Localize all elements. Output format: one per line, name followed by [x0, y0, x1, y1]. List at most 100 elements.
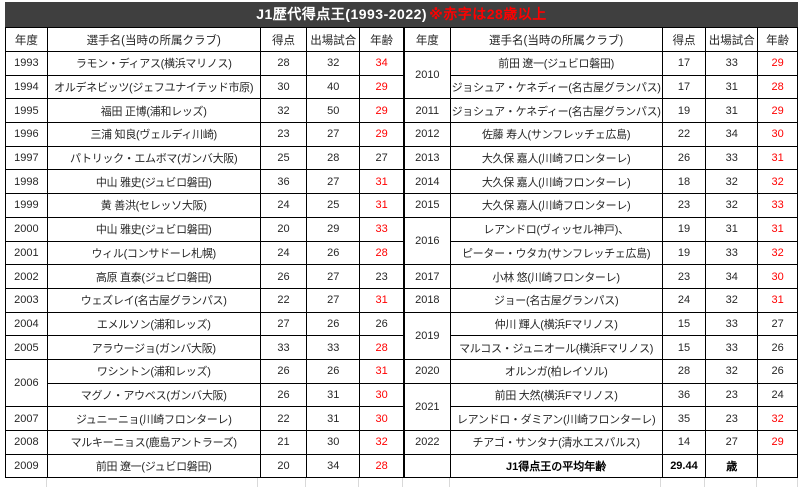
player-cell: アラウージョ(ガンバ大阪) [46, 335, 261, 360]
matches-cell: 33 [705, 311, 759, 337]
goals-cell: 23 [661, 264, 707, 289]
table-row: 2005 アラウージョ(ガンバ大阪) 33 33 28 [5, 335, 404, 360]
matches-cell: 26 [306, 358, 361, 384]
year-cell: 1997 [5, 145, 48, 171]
table-row: 2019 仲川 輝人(横浜Fマリノス) 15 33 27 [404, 311, 798, 360]
goals-cell: 19 [661, 98, 707, 124]
player-cell: 大久保 嘉人(川崎フロンターレ) [449, 193, 663, 218]
table-row: 1997 パトリック・エムボマ(ガンバ大阪) 25 28 27 [5, 145, 404, 171]
age-cell: 30 [757, 264, 798, 289]
year-cell: 2001 [5, 240, 48, 266]
player-cell: 大久保 嘉人(川崎フロンターレ) [449, 169, 663, 195]
col-matches: 出場試合 [705, 27, 759, 52]
matches-cell: 27 [306, 264, 361, 289]
player-cell: 福田 正博(浦和レッズ) [46, 98, 261, 124]
player-cell: マルキーニョス(鹿島アントラーズ) [46, 430, 261, 455]
right-table-2010-2022: 年度 選手名(当時の所属クラブ) 得点 出場試合 年齢 2010 前田 遼一(ジュビロ磐田… [404, 27, 798, 479]
matches-cell: 31 [306, 382, 361, 408]
spreadsheet-gridline-stubs [5, 478, 798, 488]
player-cell: 前田 遼一(ジュビロ磐田) [449, 51, 663, 76]
player-cell: マルコス・ジュニオール(横浜Fマリノス) [449, 335, 663, 360]
year-cell: 2009 [5, 453, 48, 479]
age-cell: 31 [359, 169, 404, 195]
year-cell: 2013 [404, 145, 451, 171]
col-age: 年齢 [359, 27, 404, 52]
scorer-table-sheet: J1歴代得点王(1993-2022) ※赤字は28歳以上 年度 選手名(当時の所属ク… [5, 2, 798, 488]
page-title: J1歴代得点王(1993-2022) [256, 6, 428, 22]
average-age-row: J1得点王の平均年齢 29.44 歳 [404, 453, 798, 479]
age-cell: 31 [359, 358, 404, 384]
matches-cell: 32 [705, 287, 759, 313]
col-player: 選手名(当時の所属クラブ) [449, 27, 663, 52]
player-cell: ワシントン(浦和レッズ) [46, 358, 261, 384]
col-year: 年度 [5, 27, 48, 52]
goals-cell: 17 [661, 74, 707, 100]
goals-cell: 36 [259, 169, 308, 195]
goals-cell: 15 [661, 335, 707, 360]
player-cell: パトリック・エムボマ(ガンバ大阪) [46, 145, 261, 171]
table-row: 2020 オルンガ(柏レイソル) 28 32 26 [404, 358, 798, 384]
table-row: 1996 三浦 知良(ヴェルディ川崎) 23 27 29 [5, 122, 404, 147]
col-matches: 出場試合 [306, 27, 361, 52]
year-cell: 2015 [404, 193, 451, 218]
table-row: 2015 大久保 嘉人(川崎フロンターレ) 23 32 33 [404, 193, 798, 218]
year-cell: 2010 [404, 50, 451, 100]
age-cell: 31 [757, 287, 798, 313]
player-cell: チアゴ・サンタナ(清水エスパルス) [449, 430, 663, 455]
goals-cell: 15 [661, 311, 707, 337]
goals-cell: 36 [661, 382, 707, 408]
matches-cell: 33 [306, 335, 361, 360]
col-goals: 得点 [661, 27, 707, 52]
matches-cell: 31 [705, 74, 759, 100]
table-row: 1995 福田 正博(浦和レッズ) 32 50 29 [5, 98, 404, 124]
table-row: 2007 ジュニーニョ(川崎フロンターレ) 22 31 30 [5, 406, 404, 431]
table-row: 2000 中山 雅史(ジュビロ磐田) 20 29 33 [5, 216, 404, 242]
table-row: 2013 大久保 嘉人(川崎フロンターレ) 26 33 31 [404, 145, 798, 171]
goals-cell: 32 [259, 98, 308, 124]
year-cell: 2003 [5, 287, 48, 313]
year-cell: 2012 [404, 122, 451, 147]
player-cell: オルデネビッツ(ジェフユナイテッド市原) [46, 74, 261, 100]
matches-cell: 30 [306, 430, 361, 455]
title-bar: J1歴代得点王(1993-2022) ※赤字は28歳以上 [5, 2, 798, 27]
table-row: 2008 マルキーニョス(鹿島アントラーズ) 21 30 32 [5, 430, 404, 455]
year-cell: 2019 [404, 311, 451, 360]
matches-cell: 23 [705, 382, 759, 408]
age-cell: 31 [359, 287, 404, 313]
age-cell: 28 [757, 74, 798, 100]
col-year: 年度 [404, 27, 451, 52]
player-cell: 佐藤 寿人(サンフレッチェ広島) [449, 122, 663, 147]
player-cell: レアンドロ・ダミアン(川崎フロンターレ) [449, 406, 663, 431]
year-cell: 2006 [5, 358, 48, 408]
age-cell: 30 [359, 382, 404, 408]
matches-cell: 33 [705, 240, 759, 266]
year-cell: 1998 [5, 169, 48, 195]
matches-cell: 25 [306, 193, 361, 218]
table-row: 2016 レアンドロ(ヴィッセル神戸)、 19 31 31 [404, 216, 798, 266]
average-age-value: 29.44 [661, 453, 707, 479]
goals-cell: 20 [259, 216, 308, 242]
goals-cell: 18 [661, 169, 707, 195]
table-row: 2010 前田 遼一(ジュビロ磐田) 17 33 29 [404, 50, 798, 100]
player-cell: ウィル(コンサドーレ札幌) [46, 240, 261, 266]
age-cell: 32 [757, 240, 798, 266]
year-cell: 2011 [404, 98, 451, 124]
matches-cell: 32 [705, 193, 759, 218]
goals-cell: 19 [661, 216, 707, 242]
goals-cell: 22 [661, 122, 707, 147]
age-cell: 32 [359, 430, 404, 455]
age-cell: 26 [757, 335, 798, 360]
table-row: 1998 中山 雅史(ジュビロ磐田) 36 27 31 [5, 169, 404, 195]
matches-cell: 27 [705, 430, 759, 455]
goals-cell: 14 [661, 430, 707, 455]
goals-cell: 26 [259, 358, 308, 384]
age-cell: 29 [757, 430, 798, 455]
table-row: 2017 小林 悠(川崎フロンターレ) 23 34 30 [404, 264, 798, 289]
player-cell: 黄 善洪(セレッソ大阪) [46, 193, 261, 218]
age-cell: 28 [359, 240, 404, 266]
header-row: 年度 選手名(当時の所属クラブ) 得点 出場試合 年齢 [5, 27, 404, 52]
matches-cell: 31 [705, 216, 759, 242]
matches-cell: 34 [306, 453, 361, 479]
year-cell-empty [404, 453, 451, 479]
average-age-unit: 歳 [705, 453, 759, 479]
